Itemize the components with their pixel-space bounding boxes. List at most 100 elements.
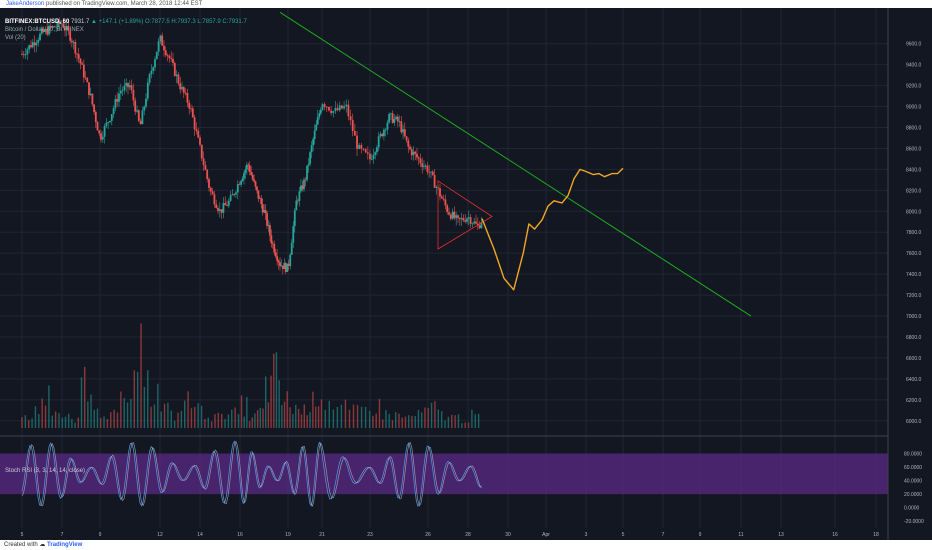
candle-body [79,58,82,64]
triangle-pattern [437,180,493,250]
candle-body [244,169,247,173]
volume-bar [411,415,413,428]
candle-body [318,113,321,117]
candle-body [442,198,445,200]
candle-body [419,158,422,164]
legend-symbol[interactable]: BITFINEX:BTCUSD, 60 [5,19,70,25]
volume-bar [275,352,278,428]
volume-bar [44,405,47,428]
candle-body [263,210,266,213]
candle-body [266,213,268,226]
candle-body [245,164,248,170]
trendline [279,11,752,317]
candle-body [152,67,155,71]
volume-bar [103,416,105,428]
volume-bar [471,409,473,428]
candle-body [70,40,73,43]
volume-layer [21,323,480,428]
candle-body [283,263,286,269]
price-tick-label: 9600.0 [906,42,922,48]
candle-body [290,242,293,255]
candle-body [343,106,345,109]
candle-body [240,181,243,185]
publish-bar: JakeAnderson published on TradingView.co… [0,0,932,8]
candle-body [172,58,174,64]
time-tick-label: 18 [873,532,879,538]
volume-bar [372,415,374,428]
volume-bar [110,412,112,428]
candle-body [202,158,205,165]
candle-body [417,157,420,159]
candle-body [336,107,339,111]
candle-body [316,116,319,125]
candle-body [65,26,68,30]
candle-body [181,87,183,90]
volume-bar [80,377,83,428]
volume-bar [200,405,203,428]
candle-body [188,102,191,109]
volume-bar [48,385,50,428]
chart-svg[interactable]: 9600.0 9400.0 9200.0 9000.0 8800.0 8600.0 8400… [0,8,932,540]
candle-body [173,63,176,76]
candle-body [389,113,392,115]
candle-body [139,120,142,125]
volume-bar [28,419,30,428]
candle-body [330,110,333,114]
candle-body [145,98,147,107]
time-tick-label: 28 [465,532,471,538]
price-tick-label: 6400.0 [906,377,922,383]
candle-body [323,104,326,107]
candle-body [148,74,151,83]
volume-bar [315,406,317,428]
candle-body [328,107,330,111]
time-tick-label: 12 [157,532,163,538]
chart-area[interactable]: 9600.0 9400.0 9200.0 9000.0 8800.0 8600.0 8400… [0,8,932,540]
legend-change: ▲ +147.1 (+1.89%) [91,19,144,25]
candle-body [439,188,441,197]
legend-volume: Vol (20) [5,35,26,41]
candle-body [235,192,237,195]
candle-body [200,144,203,159]
volume-bar [150,406,152,428]
candle-body [241,178,244,182]
volume-bar [21,417,23,428]
overlay-layer [279,11,752,317]
volume-bar [130,398,132,428]
volume-bar [31,418,33,428]
candle-body [94,112,97,123]
time-tick-label: 9 [99,532,102,538]
candle-body [49,25,52,28]
candle-body [356,135,358,149]
time-tick-label: 26 [425,532,431,538]
time-tick-label: Apr [542,532,550,538]
volume-bar [246,396,248,428]
volume-bar [444,420,446,428]
volume-bar [262,408,264,428]
volume-bar [430,402,433,428]
volume-bar [160,411,162,428]
price-tick-label: 9200.0 [906,84,922,90]
candle-body [409,146,411,150]
volume-bar [243,416,245,428]
volume-bar [297,408,300,428]
candle-body [118,93,120,102]
volume-bar [184,400,186,428]
candle-body [270,235,273,244]
candle-body [77,54,80,59]
candle-body [300,185,302,192]
candle-body [277,260,280,263]
stoch-tick-label: 20.0000 [904,492,922,498]
candle-body [421,163,424,167]
time-tick-label: 13 [778,532,784,538]
candle-body [55,26,58,28]
author-link[interactable]: JakeAnderson [6,1,45,7]
candle-body [37,40,40,43]
volume-bar [190,408,193,428]
tradingview-cloud-icon: ☁ [39,542,46,548]
volume-bar [408,415,410,428]
volume-bar [265,376,267,428]
candle-body [199,137,201,145]
price-tick-label: 6000.0 [906,419,922,425]
candle-body [134,100,137,112]
tradingview-brand[interactable]: TradingView [47,542,83,548]
